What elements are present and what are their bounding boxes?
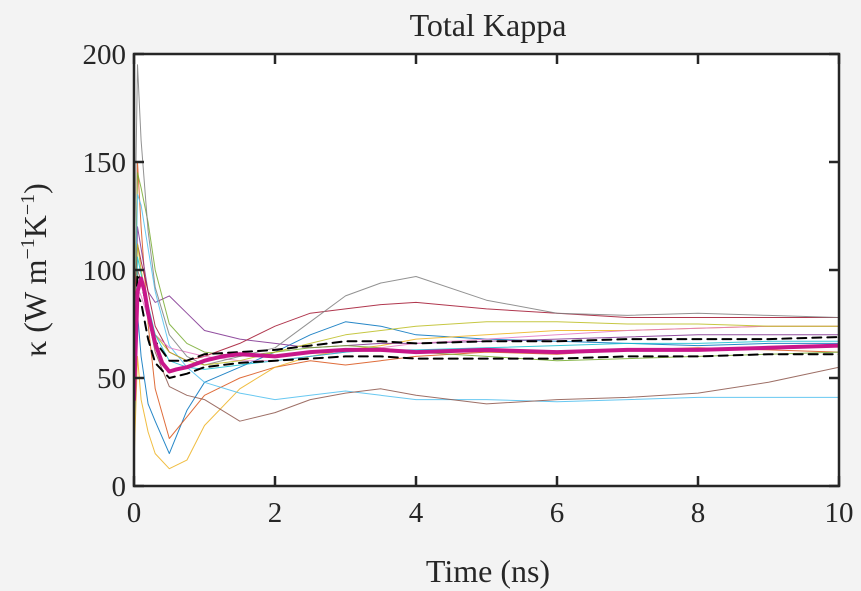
bound-line-13 — [134, 273, 839, 362]
x-tick-label-8: 8 — [691, 497, 706, 529]
y-tick-label-0: 0 — [112, 471, 127, 503]
y-tick-label-150: 150 — [83, 147, 127, 179]
run-line-3 — [134, 325, 839, 470]
bound-line-14 — [134, 294, 839, 405]
y-tick-label-50: 50 — [97, 363, 126, 395]
chart-title: Total Kappa — [410, 7, 567, 43]
run-line-10 — [134, 64, 839, 366]
y-axis-label-prefix: κ (W m — [17, 259, 53, 356]
x-tick-label-6: 6 — [550, 497, 565, 529]
y-axis-label: κ (W m−1K−1) — [17, 183, 53, 357]
y-tick-label-100: 100 — [83, 255, 127, 287]
run-line-1 — [134, 312, 839, 455]
x-tick-label-4: 4 — [409, 497, 424, 529]
y-axis-label-suffix: ) — [17, 183, 53, 194]
plot-area — [134, 54, 839, 486]
x-tick-label-2: 2 — [268, 497, 283, 529]
mean-line — [134, 276, 839, 402]
y-axis-label-sup1: −1 — [17, 238, 39, 259]
run-line-6 — [134, 193, 839, 403]
x-tick-label-0: 0 — [127, 497, 142, 529]
x-tick-label-10: 10 — [825, 497, 854, 529]
x-axis-label: Time (ns) — [426, 553, 550, 589]
y-tick-label-200: 200 — [83, 39, 127, 71]
run-line-5 — [134, 172, 839, 362]
run-line-7 — [134, 243, 839, 362]
series-layer — [134, 64, 839, 470]
y-axis-label-mid: K — [17, 215, 53, 238]
y-axis-label-sup2: −1 — [17, 194, 39, 215]
run-line-4 — [134, 226, 839, 401]
